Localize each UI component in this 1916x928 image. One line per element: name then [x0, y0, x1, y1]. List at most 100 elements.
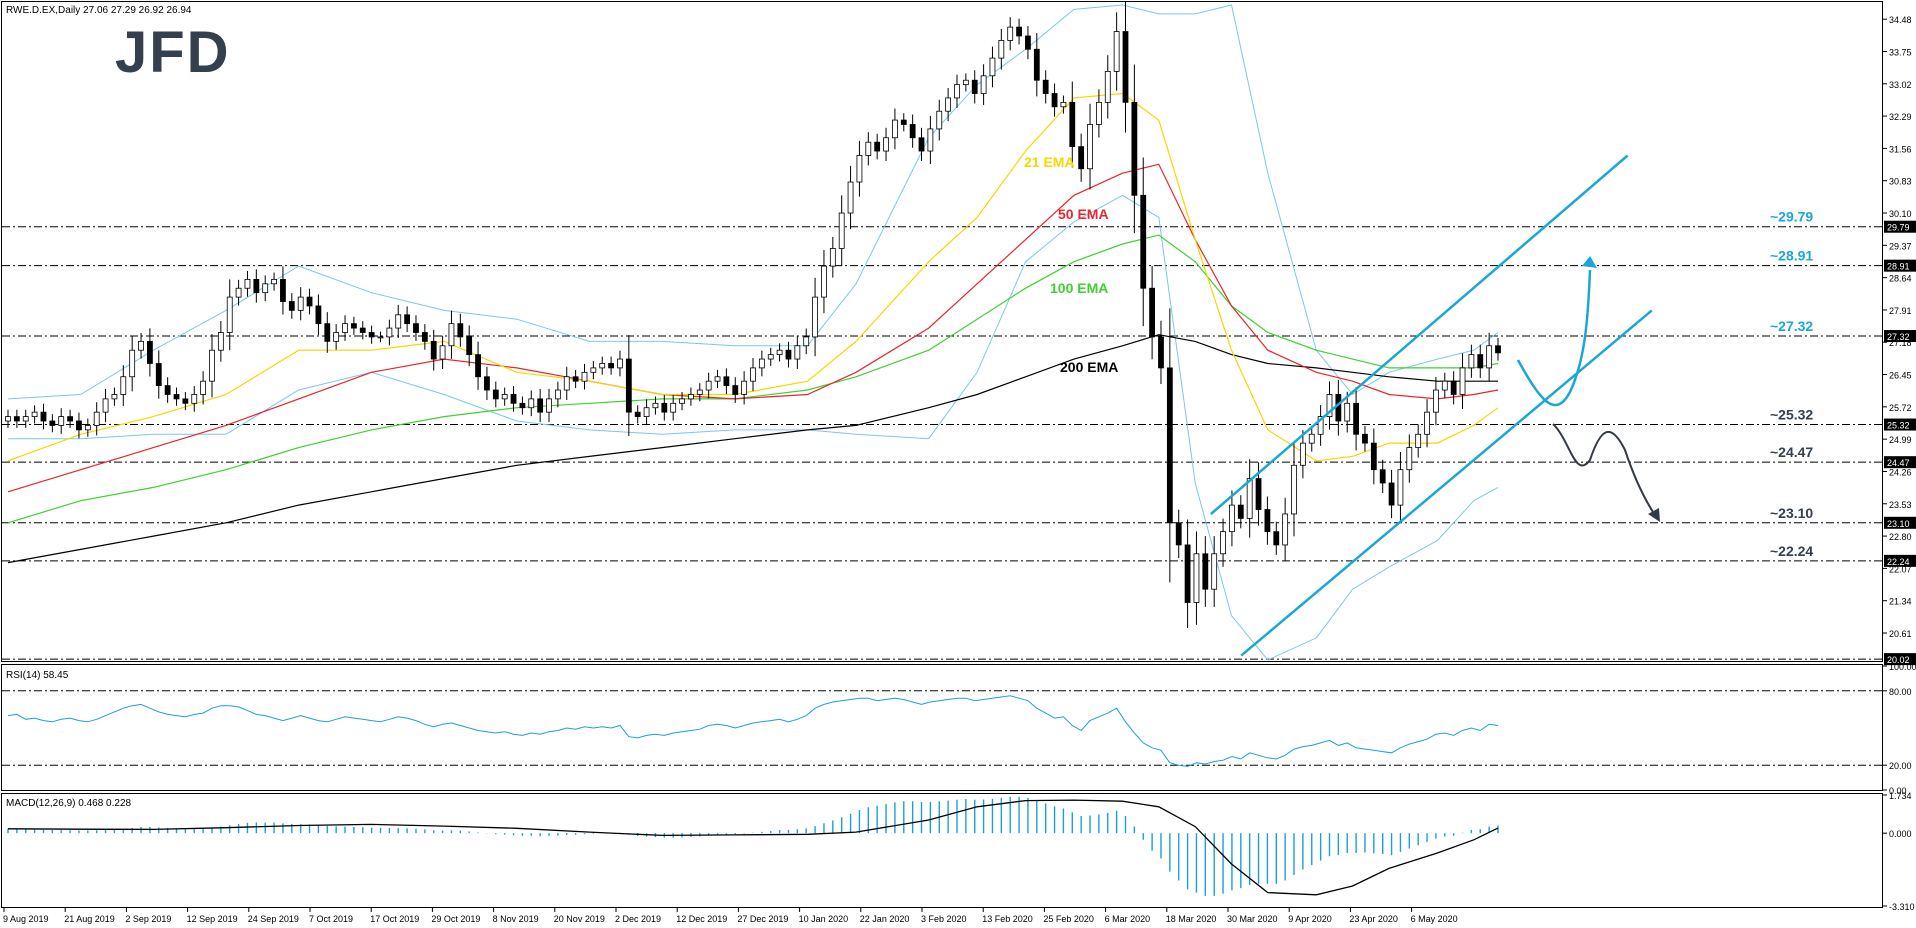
rsi-title: RSI(14) 58.45: [6, 670, 69, 681]
candle-body: [1095, 101, 1102, 125]
candle-body: [1229, 504, 1235, 533]
candle-body: [138, 340, 144, 351]
candle-body: [1211, 553, 1218, 590]
candle-body: [1033, 48, 1040, 81]
candle-body: [1051, 93, 1058, 108]
candle-body: [262, 283, 269, 294]
candle-body: [1379, 469, 1386, 484]
candle-body: [209, 349, 215, 382]
x-tick-label: 24 Sep 2019: [248, 914, 299, 924]
candle-body: [528, 398, 535, 409]
candle-body: [342, 323, 348, 333]
candle-body: [1468, 354, 1475, 369]
candle-body: [599, 363, 606, 369]
candle-body: [1042, 79, 1049, 94]
x-tick-label: 2 Dec 2019: [615, 914, 661, 924]
rsi-tick-label: 20.00: [1889, 761, 1912, 771]
candle-body: [324, 323, 331, 342]
ema50-line: [7, 163, 1499, 493]
macd-signal-series: [7, 799, 1499, 896]
candle-body: [306, 296, 313, 307]
candle-body: [1388, 482, 1395, 506]
candle-body: [803, 336, 810, 347]
candle-body: [767, 354, 774, 360]
candle-body: [1131, 101, 1138, 196]
trend-channel: [1210, 154, 1653, 657]
x-tick-label: 12 Dec 2019: [676, 914, 727, 924]
y-tick-label: 32.29: [1889, 112, 1912, 122]
candle-body: [368, 332, 375, 338]
candle-body: [1370, 442, 1377, 471]
candle-body: [954, 84, 960, 99]
candle-body: [909, 124, 916, 139]
candle-body: [1433, 389, 1439, 413]
candle-body: [1025, 35, 1031, 50]
macd-tick-label: 0.000: [1889, 829, 1912, 839]
candle-body: [280, 278, 286, 302]
candle-body: [1326, 394, 1333, 417]
x-tick-label: 9 Aug 2019: [3, 914, 49, 924]
candle-body: [732, 385, 739, 395]
candle-body: [1246, 478, 1253, 519]
candle-body: [1495, 345, 1501, 354]
x-tick-label: 6 Mar 2020: [1105, 914, 1151, 924]
candle-body: [386, 327, 393, 338]
macd-tick-label: -3.310: [1889, 902, 1915, 912]
candle-body: [617, 358, 623, 369]
candle-body: [945, 97, 952, 112]
candle-body: [1202, 553, 1209, 590]
candle-body: [688, 394, 694, 400]
candle-body: [1308, 433, 1315, 444]
candle-body: [1104, 70, 1111, 103]
candle-body: [439, 345, 446, 360]
candle-body: [164, 385, 171, 395]
y-tick-label: 30.83: [1889, 177, 1912, 187]
candle-body: [821, 265, 827, 298]
candle-body: [1424, 411, 1430, 435]
candle-body: [1362, 433, 1368, 444]
candle-body: [652, 402, 659, 409]
candle-body: [705, 380, 712, 391]
candle-body: [13, 416, 20, 422]
candle-body: [1149, 287, 1156, 338]
candle-body: [253, 278, 260, 294]
x-tick-label: 12 Sep 2019: [187, 914, 238, 924]
candle-body: [1158, 336, 1164, 369]
x-tick-label: 2 Sep 2019: [125, 914, 171, 924]
candle-body: [918, 137, 925, 152]
candle-body: [856, 155, 863, 183]
candle-body: [1087, 124, 1093, 170]
candle-body: [1166, 367, 1173, 524]
y-tick-label: 22.07: [1889, 564, 1912, 574]
main-panel-frame: [1, 1, 1883, 662]
candle-body: [1344, 402, 1351, 422]
rsi-line: [7, 695, 1499, 767]
candle-body: [510, 394, 517, 404]
candle-body: [413, 323, 419, 333]
candle-body: [76, 420, 82, 431]
candle-body: [1486, 345, 1493, 369]
candle-body: [1273, 531, 1280, 546]
candle-body: [120, 376, 127, 395]
candle-body: [448, 323, 455, 347]
candle-body: [865, 141, 872, 156]
candle-body: [750, 367, 756, 382]
y-tick-label: 28.64: [1889, 274, 1912, 284]
y-tick-label: 27.91: [1889, 306, 1912, 316]
level-badge-label: 25.32: [1887, 421, 1910, 431]
macd-histogram: [7, 796, 1499, 896]
candle-body: [1459, 367, 1466, 395]
candle-body: [288, 301, 295, 311]
y-tick-label: 22.80: [1889, 532, 1912, 542]
rsi-panel-frame: [1, 664, 1883, 791]
level-badge-label: 29.79: [1887, 223, 1910, 233]
macd-tick-label: 1.734: [1889, 791, 1912, 801]
candle-body: [634, 411, 641, 417]
candle-body: [1264, 509, 1271, 533]
x-tick-label: 22 Jan 2020: [860, 914, 910, 924]
candle-body: [1299, 442, 1306, 466]
candle-body: [5, 416, 11, 422]
arrow-down-path: [1552, 423, 1656, 516]
x-tick-label: 10 Jan 2020: [799, 914, 849, 924]
x-tick-label: 21 Aug 2019: [64, 914, 115, 924]
